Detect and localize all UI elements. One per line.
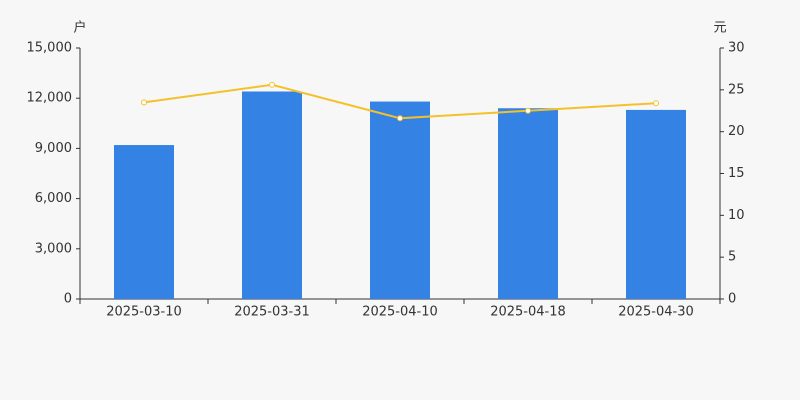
y2-tick-label: 30 [728, 41, 745, 56]
y-tick-label: 9,000 [35, 141, 72, 156]
bar [114, 145, 174, 299]
line-point [653, 100, 659, 107]
y-tick-label: 15,000 [27, 41, 73, 56]
line-point [525, 107, 531, 114]
bar [242, 91, 302, 299]
y2-tick-label: 10 [728, 208, 745, 223]
y2-tick-label: 20 [728, 124, 745, 139]
y-tick-label: 3,000 [35, 241, 72, 256]
y-axis-label: 户 [73, 20, 86, 36]
x-tick-label: 2025-04-10 [362, 305, 438, 320]
line-point [269, 81, 275, 88]
y-tick-label: 6,000 [35, 191, 72, 206]
bar [370, 101, 430, 300]
x-tick-label: 2025-04-18 [490, 305, 566, 320]
y2-tick-label: 5 [728, 250, 736, 265]
x-tick-label: 2025-04-30 [618, 305, 694, 320]
y2-tick-label: 15 [728, 166, 745, 181]
y2-tick-label: 25 [728, 82, 745, 97]
line-point [397, 115, 403, 122]
x-tick-label: 2025-03-10 [106, 305, 182, 320]
bar [498, 108, 558, 300]
y-tick-label: 12,000 [27, 91, 73, 106]
y2-axis-label: 元 [713, 21, 726, 36]
y2-tick-label: 0 [728, 292, 736, 307]
line-point [141, 99, 147, 106]
y-tick-label: 0 [64, 292, 72, 307]
x-tick-label: 2025-03-31 [234, 305, 310, 320]
bar [626, 109, 686, 299]
